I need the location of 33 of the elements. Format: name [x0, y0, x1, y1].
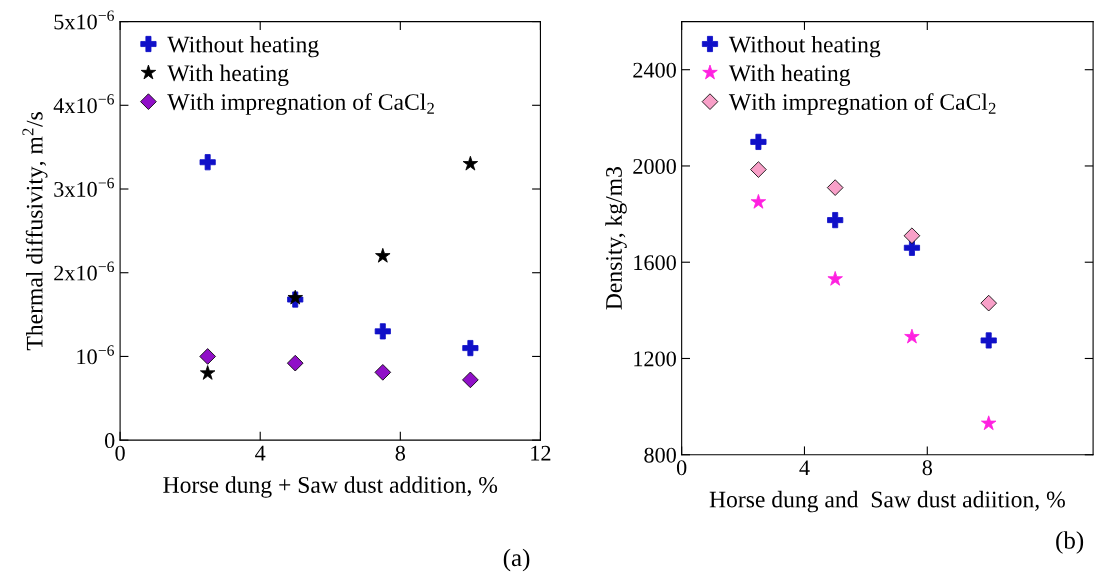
x-axis-title: Horse dung and Saw dust adiition, %	[709, 490, 1065, 513]
x-tick-label: 0	[115, 445, 125, 461]
y-tick-label: 3x10$^{−6}$	[54, 177, 114, 197]
y-tick-label: 2400	[633, 62, 676, 78]
text: (a)	[503, 548, 530, 572]
legend-label: Without heating	[728, 35, 881, 58]
point	[903, 227, 921, 245]
x-tick-label: 4	[799, 460, 810, 476]
x-tick-label: 12	[531, 445, 551, 461]
y-tick-label: 5x10$^{−6}$	[54, 10, 114, 30]
x-axis-title: Horse dung + Saw dust addition, %	[163, 476, 498, 498]
legend-label: With heating	[728, 64, 851, 87]
y-tick-label: 1200	[634, 351, 676, 367]
y-axis-title: Density, kg/m3	[605, 167, 627, 310]
point	[462, 371, 479, 389]
legend-label: With impregnation of CaCl$_{2}$	[728, 93, 996, 115]
x-tick-label: 8	[922, 460, 932, 476]
x-tick-label: 0	[676, 460, 687, 476]
y-tick-label: 800	[644, 447, 676, 463]
y-tick-label: 2x10$^{−6}$	[54, 261, 114, 281]
y-tick-label: 1600	[634, 255, 676, 271]
legend-label: With heating	[167, 64, 289, 87]
y-tick-label: 4x10$^{−6}$	[53, 94, 114, 114]
x-tick-label: 4	[255, 445, 266, 461]
y-tick-label: 0	[104, 433, 115, 449]
legend-label: Without heating	[167, 35, 319, 58]
x-tick-label: 8	[395, 445, 406, 461]
legend-label: With impregnation of CaCl$_{2}$	[167, 93, 434, 115]
text: (b)	[1056, 531, 1084, 554]
y-axis-title: Thermal diffusivity, m$^{2}$/s	[22, 112, 48, 351]
point	[826, 179, 844, 196]
y-tick-label: 2000	[633, 158, 676, 174]
y-tick-label: 10$^{−6}$	[77, 345, 114, 365]
